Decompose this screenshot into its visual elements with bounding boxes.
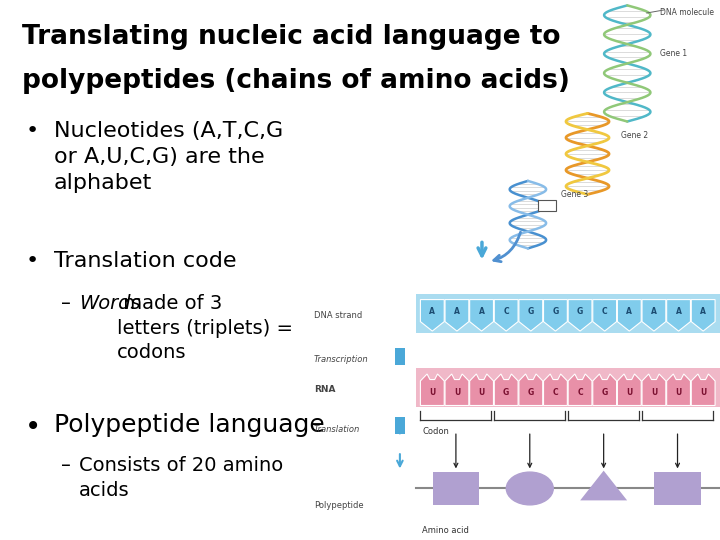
- Text: A: A: [429, 307, 436, 316]
- Bar: [395, 348, 405, 366]
- Polygon shape: [667, 300, 690, 331]
- Text: U: U: [478, 388, 485, 397]
- Polygon shape: [593, 374, 616, 406]
- Text: Consists of 20 amino
acids: Consists of 20 amino acids: [79, 456, 284, 500]
- FancyBboxPatch shape: [654, 472, 701, 505]
- Text: •: •: [25, 251, 38, 271]
- Text: G: G: [503, 388, 509, 397]
- Text: Gene 1: Gene 1: [660, 50, 688, 58]
- Text: Words: Words: [79, 294, 141, 313]
- Text: G: G: [577, 307, 583, 316]
- Polygon shape: [420, 300, 444, 331]
- Polygon shape: [642, 300, 666, 331]
- Text: G: G: [528, 388, 534, 397]
- Text: A: A: [675, 307, 682, 316]
- Polygon shape: [691, 374, 715, 406]
- Polygon shape: [495, 300, 518, 331]
- FancyBboxPatch shape: [416, 368, 720, 407]
- Polygon shape: [580, 471, 627, 501]
- Text: Translating nucleic acid language to: Translating nucleic acid language to: [22, 24, 560, 50]
- Circle shape: [506, 472, 553, 505]
- Text: Polypeptide: Polypeptide: [314, 501, 364, 510]
- Text: –: –: [61, 294, 71, 313]
- Text: U: U: [700, 388, 706, 397]
- Text: A: A: [651, 307, 657, 316]
- Text: A: A: [479, 307, 485, 316]
- Text: made of 3
letters (triplets) =
codons: made of 3 letters (triplets) = codons: [117, 294, 292, 362]
- Polygon shape: [618, 374, 642, 406]
- Text: C: C: [577, 388, 583, 397]
- Text: U: U: [675, 388, 682, 397]
- Text: Transcription: Transcription: [314, 355, 369, 364]
- Text: G: G: [552, 307, 559, 316]
- Polygon shape: [642, 374, 666, 406]
- Text: U: U: [429, 388, 436, 397]
- Polygon shape: [469, 374, 493, 406]
- Polygon shape: [544, 300, 567, 331]
- Polygon shape: [420, 374, 444, 406]
- Polygon shape: [445, 374, 469, 406]
- Polygon shape: [445, 300, 469, 331]
- Text: Codon: Codon: [423, 427, 449, 436]
- Polygon shape: [495, 374, 518, 406]
- Polygon shape: [568, 300, 592, 331]
- Text: A: A: [454, 307, 460, 316]
- Polygon shape: [618, 300, 642, 331]
- Polygon shape: [667, 374, 690, 406]
- Text: U: U: [454, 388, 460, 397]
- Text: •: •: [25, 122, 38, 141]
- Text: RNA: RNA: [314, 385, 336, 394]
- Text: Amino acid: Amino acid: [423, 526, 469, 535]
- Polygon shape: [519, 374, 543, 406]
- Polygon shape: [593, 300, 616, 331]
- Polygon shape: [691, 300, 715, 331]
- Polygon shape: [469, 300, 493, 331]
- Text: G: G: [528, 307, 534, 316]
- Text: A: A: [701, 307, 706, 316]
- Text: •: •: [25, 413, 42, 441]
- Text: –: –: [61, 456, 71, 475]
- Polygon shape: [544, 374, 567, 406]
- Text: U: U: [626, 388, 632, 397]
- Text: C: C: [553, 388, 558, 397]
- Polygon shape: [519, 300, 543, 331]
- Text: polypeptides (chains of amino acids): polypeptides (chains of amino acids): [22, 68, 570, 93]
- Text: Gene 2: Gene 2: [621, 131, 648, 139]
- Text: DNA strand: DNA strand: [314, 311, 362, 320]
- Text: U: U: [651, 388, 657, 397]
- Text: DNA molecule: DNA molecule: [660, 8, 714, 17]
- Text: Translation code: Translation code: [54, 251, 236, 271]
- FancyBboxPatch shape: [433, 472, 480, 505]
- FancyBboxPatch shape: [416, 294, 720, 333]
- Text: Polypeptide language: Polypeptide language: [54, 413, 325, 437]
- Text: G: G: [601, 388, 608, 397]
- Text: C: C: [602, 307, 608, 316]
- Text: Gene 3: Gene 3: [561, 190, 588, 199]
- Text: C: C: [503, 307, 509, 316]
- Text: Nucleotides (A,T,C,G
or A,U,C,G) are the
alphabet: Nucleotides (A,T,C,G or A,U,C,G) are the…: [54, 122, 283, 193]
- Bar: [395, 417, 405, 434]
- Bar: [538, 200, 556, 211]
- Text: Translation: Translation: [314, 426, 360, 434]
- Text: A: A: [626, 307, 632, 316]
- Polygon shape: [568, 374, 592, 406]
